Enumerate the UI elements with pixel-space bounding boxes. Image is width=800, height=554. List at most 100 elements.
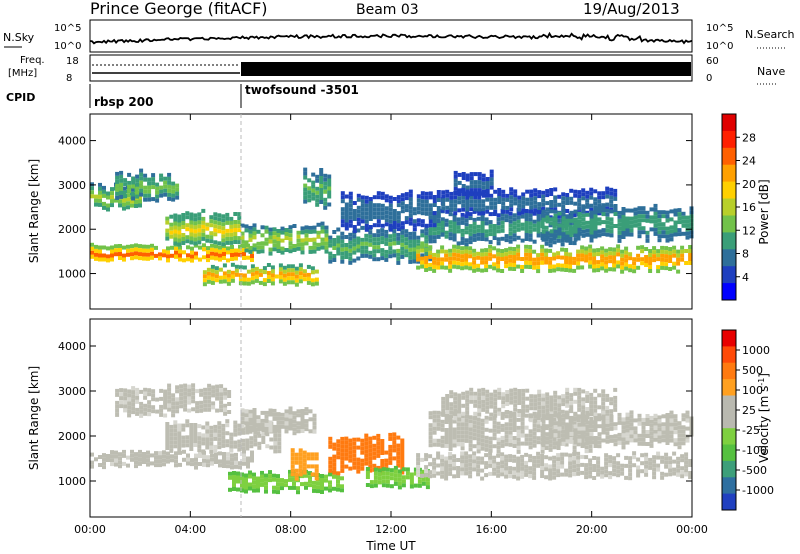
echo-cell xyxy=(520,210,525,215)
echo-cell xyxy=(552,236,557,241)
echo-cell xyxy=(508,246,513,251)
echo-cell xyxy=(233,432,238,437)
echo-cell xyxy=(181,435,186,440)
echo-cell xyxy=(260,474,264,479)
echo-cell xyxy=(556,430,561,434)
echo-cell xyxy=(480,225,485,229)
echo-cell xyxy=(178,253,182,258)
echo-cell xyxy=(102,189,106,194)
echo-cell xyxy=(509,388,514,393)
echo-cell xyxy=(632,463,637,468)
echo-cell xyxy=(364,449,369,454)
echo-cell xyxy=(681,429,686,434)
echo-cell xyxy=(516,476,521,481)
freq-unit-label: [MHz] xyxy=(8,68,37,79)
echo-cell xyxy=(637,206,642,211)
echo-cell xyxy=(628,256,633,261)
echo-cell xyxy=(581,409,586,414)
colorbar-segment xyxy=(722,444,736,462)
echo-cell xyxy=(600,246,605,251)
echo-cell xyxy=(392,217,397,221)
echo-cell xyxy=(685,235,690,240)
echo-cell xyxy=(384,241,389,246)
echo-cell xyxy=(396,219,401,224)
echo-cell xyxy=(561,433,566,438)
echo-cell xyxy=(488,228,493,233)
echo-cell xyxy=(472,264,477,269)
echo-cell xyxy=(533,188,538,193)
echo-cell xyxy=(560,464,565,469)
echo-cell xyxy=(242,449,246,454)
echo-cell xyxy=(319,200,324,204)
echo-cell xyxy=(336,251,341,256)
echo-cell xyxy=(209,449,214,454)
echo-cell xyxy=(504,252,509,257)
echo-cell xyxy=(389,468,394,473)
echo-cell xyxy=(388,219,393,224)
echo-cell xyxy=(336,447,341,452)
echo-cell xyxy=(568,429,573,433)
echo-cell xyxy=(218,253,222,258)
echo-cell xyxy=(130,203,134,208)
echo-cell xyxy=(300,238,305,243)
echo-cell xyxy=(488,248,493,253)
echo-cell xyxy=(496,461,501,466)
echo-cell xyxy=(533,394,538,399)
echo-cell xyxy=(624,262,629,267)
echo-cell xyxy=(521,404,526,409)
echo-cell xyxy=(424,207,429,212)
echo-cell xyxy=(272,416,277,421)
echo-cell xyxy=(436,463,441,468)
echo-cell xyxy=(163,192,168,197)
echo-cell xyxy=(241,430,246,435)
echo-cell xyxy=(376,449,381,454)
echo-cell xyxy=(256,423,261,428)
echo-cell xyxy=(493,409,498,414)
echo-cell xyxy=(465,199,470,204)
echo-cell xyxy=(609,191,614,196)
echo-cell xyxy=(428,431,433,436)
echo-cell xyxy=(230,457,234,462)
nave-tick-bottom: 0 xyxy=(706,73,712,84)
echo-cell xyxy=(151,389,156,394)
echo-cell xyxy=(536,229,541,234)
echo-cell xyxy=(480,252,485,257)
echo-cell xyxy=(266,279,271,283)
colorbar-tick-label: 24 xyxy=(742,155,756,168)
echo-cell xyxy=(668,468,673,473)
echo-cell xyxy=(296,421,301,426)
echo-cell xyxy=(672,265,677,270)
echo-cell xyxy=(469,195,474,200)
echo-cell xyxy=(453,392,458,397)
echo-cell xyxy=(457,196,462,201)
echo-band xyxy=(165,208,242,247)
echo-cell xyxy=(500,435,505,440)
echo-cell xyxy=(524,229,529,233)
echo-cell xyxy=(436,422,441,427)
echo-cell xyxy=(158,256,162,261)
echo-cell xyxy=(441,190,446,195)
echo-cell xyxy=(154,455,158,460)
echo-cell xyxy=(477,203,482,208)
colorbar-segment xyxy=(722,460,736,478)
echo-cell xyxy=(126,463,130,468)
echo-band xyxy=(115,383,232,418)
echo-cell xyxy=(592,468,597,472)
echo-cell xyxy=(310,282,315,287)
echo-cell xyxy=(364,195,369,200)
echo-cell xyxy=(189,431,194,435)
echo-cell xyxy=(388,444,393,449)
echo-cell xyxy=(541,206,546,211)
echo-cell xyxy=(472,268,477,273)
echo-cell xyxy=(485,185,490,189)
echo-cell xyxy=(665,238,670,243)
echo-cell xyxy=(368,464,373,469)
echo-cell xyxy=(296,486,300,491)
echo-cell xyxy=(222,252,226,256)
echo-cell xyxy=(154,451,158,456)
echo-cell xyxy=(496,421,501,426)
echo-cell xyxy=(352,457,357,462)
echo-cell xyxy=(348,211,353,216)
echo-cell xyxy=(592,256,597,261)
echo-cell xyxy=(323,177,328,182)
